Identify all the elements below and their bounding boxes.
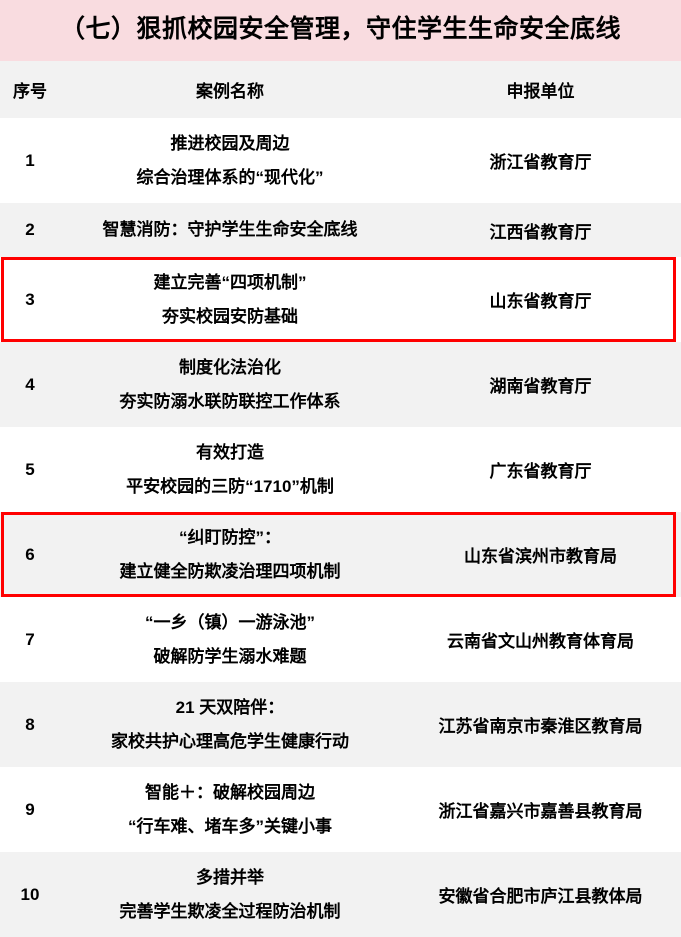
cell-sequence-number: 1 bbox=[25, 150, 35, 170]
case-name-line: 建立健全防欺凌治理四项机制 bbox=[119, 561, 341, 581]
cell-case-name: 多措并举完善学生欺凌全过程防治机制 bbox=[60, 852, 400, 937]
case-name-line: 破解防学生溺水难题 bbox=[153, 646, 307, 666]
column-header-no: 序号 bbox=[13, 82, 47, 101]
cell-submitting-unit: 江西省教育厅 bbox=[489, 222, 592, 242]
cell-sequence-number: 3 bbox=[25, 289, 35, 309]
table-header-row: 序号 案例名称 申报单位 bbox=[0, 61, 681, 118]
table-row: 8 21 天双陪伴： 家校共护心理高危学生健康行动 江苏省南京市秦淮区教育局 bbox=[0, 682, 681, 767]
column-header-name: 案例名称 bbox=[196, 82, 264, 101]
cell-sequence-number: 4 bbox=[25, 374, 35, 394]
table-row: 10 多措并举完善学生欺凌全过程防治机制 安徽省合肥市庐江县教体局 bbox=[0, 852, 681, 937]
section-title: （七）狠抓校园安全管理，守住学生生命安全底线 bbox=[59, 16, 621, 43]
cell-submitting-unit: 浙江省教育厅 bbox=[489, 153, 592, 172]
table-row: 4 制度化法治化夯实防溺水联防联控工作体系 湖南省教育厅 bbox=[0, 342, 681, 427]
cell-case-name: 21 天双陪伴： 家校共护心理高危学生健康行动 bbox=[60, 682, 400, 767]
cell-case-name: “一乡（镇）一游泳池” 破解防学生溺水难题 bbox=[60, 597, 400, 682]
cell-sequence-number: 7 bbox=[25, 629, 35, 649]
cell-sequence-number: 10 bbox=[20, 884, 40, 904]
case-name-line: 完善学生欺凌全过程防治机制 bbox=[119, 901, 341, 921]
cell-case-name: 建立完善“四项机制” 夯实校园安防基础 bbox=[60, 257, 400, 342]
cell-submitting-unit: 浙江省嘉兴市嘉善县教育局 bbox=[438, 802, 643, 821]
cell-sequence-number: 8 bbox=[25, 714, 35, 734]
case-name-line: 21 天双陪伴： bbox=[175, 698, 285, 718]
cell-case-name: 有效打造平安校园的三防“1710”机制 bbox=[60, 427, 400, 512]
cell-submitting-unit: 山东省教育厅 bbox=[489, 292, 592, 311]
case-name-line: “一乡（镇）一游泳池” bbox=[145, 613, 315, 633]
case-table: 序号 案例名称 申报单位 1 推进校园及周边综合治理体系的“现代化” 浙江省教育厅 2… bbox=[0, 61, 681, 937]
case-name-line: 推进校园及周边 bbox=[170, 134, 290, 154]
cell-case-name: 智能＋：破解校园周边 “行车难、堵车多”关键小事 bbox=[60, 767, 400, 852]
cell-sequence-number: 2 bbox=[25, 220, 35, 239]
cell-case-name: “纠盯防控”： 建立健全防欺凌治理四项机制 bbox=[60, 512, 400, 597]
cell-submitting-unit: 湖南省教育厅 bbox=[489, 377, 592, 396]
table-row: 3 建立完善“四项机制” 夯实校园安防基础 山东省教育厅 bbox=[0, 257, 681, 342]
cell-submitting-unit: 安徽省合肥市庐江县教体局 bbox=[438, 887, 643, 906]
case-name-line: 夯实防溺水联防联控工作体系 bbox=[119, 391, 341, 411]
case-name-line: 建立完善“四项机制” bbox=[153, 273, 307, 293]
cell-case-name: 推进校园及周边综合治理体系的“现代化” bbox=[60, 118, 400, 203]
case-name-line: 制度化法治化 bbox=[179, 358, 281, 378]
case-name-line: 平安校园的三防“1710”机制 bbox=[126, 476, 334, 496]
cell-sequence-number: 6 bbox=[25, 544, 35, 564]
case-name-line: 有效打造 bbox=[196, 443, 264, 463]
case-name-line: 夯实校园安防基础 bbox=[162, 306, 298, 326]
cell-submitting-unit: 云南省文山州教育体育局 bbox=[447, 632, 634, 651]
table-row: 5 有效打造平安校园的三防“1710”机制 广东省教育厅 bbox=[0, 427, 681, 512]
table-row: 6 “纠盯防控”： 建立健全防欺凌治理四项机制 山东省滨州市教育局 bbox=[0, 512, 681, 597]
cell-submitting-unit: 江苏省南京市秦淮区教育局 bbox=[438, 717, 643, 736]
table-row: 1 推进校园及周边综合治理体系的“现代化” 浙江省教育厅 bbox=[0, 118, 681, 203]
case-name-line: 多措并举 bbox=[196, 868, 264, 888]
case-name-line: 智慧消防：守护学生生命安全底线 bbox=[102, 220, 358, 240]
case-name-line: 家校共护心理高危学生健康行动 bbox=[111, 731, 349, 751]
cell-submitting-unit: 广东省教育厅 bbox=[489, 462, 592, 481]
table-row: 9 智能＋：破解校园周边 “行车难、堵车多”关键小事 浙江省嘉兴市嘉善县教育局 bbox=[0, 767, 681, 852]
case-name-line: 智能＋：破解校园周边 bbox=[145, 783, 315, 803]
cell-sequence-number: 5 bbox=[25, 459, 35, 479]
cell-submitting-unit: 山东省滨州市教育局 bbox=[464, 547, 617, 566]
table-row: 7 “一乡（镇）一游泳池” 破解防学生溺水难题 云南省文山州教育体育局 bbox=[0, 597, 681, 682]
case-name-line: “行车难、堵车多”关键小事 bbox=[128, 816, 332, 836]
section-title-banner: （七）狠抓校园安全管理，守住学生生命安全底线 bbox=[0, 0, 681, 61]
cell-case-name: 制度化法治化夯实防溺水联防联控工作体系 bbox=[60, 342, 400, 427]
table-row: 2 智慧消防：守护学生生命安全底线 江西省教育厅 bbox=[0, 203, 681, 257]
table-body: 1 推进校园及周边综合治理体系的“现代化” 浙江省教育厅 2 智慧消防：守护学生生命安全… bbox=[0, 118, 681, 937]
cell-case-name: 智慧消防：守护学生生命安全底线 bbox=[60, 203, 400, 257]
case-name-line: “纠盯防控”： bbox=[179, 528, 281, 548]
column-header-unit: 申报单位 bbox=[506, 82, 575, 101]
case-name-line: 综合治理体系的“现代化” bbox=[136, 167, 324, 187]
cell-sequence-number: 9 bbox=[25, 799, 35, 819]
